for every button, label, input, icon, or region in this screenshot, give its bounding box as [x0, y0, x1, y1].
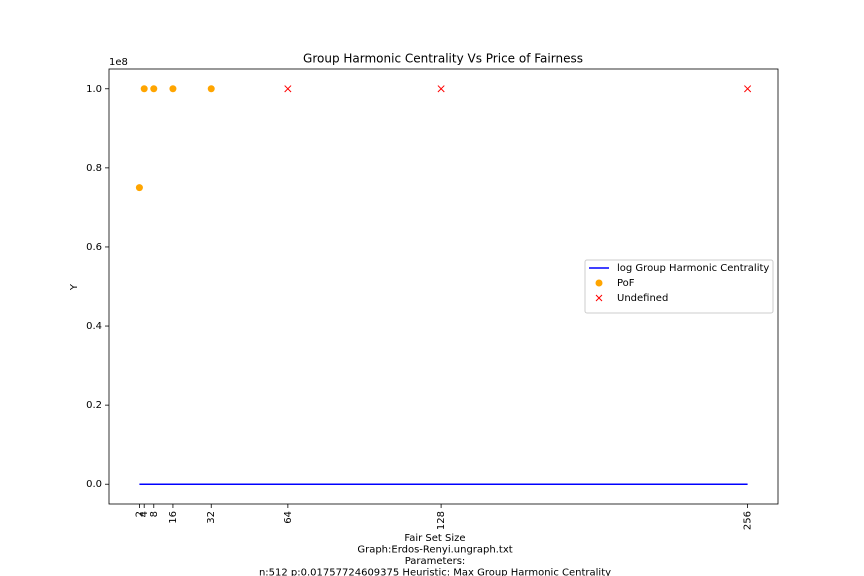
cross-marker	[284, 85, 292, 93]
y-tick-label: 0.8	[86, 163, 102, 174]
x-tick-label: 8	[149, 511, 160, 517]
x-axis-label: n:512 p:0.01757724609375 Heuristic: Max …	[259, 568, 611, 576]
x-tick-label: 256	[743, 511, 754, 530]
y-tick-label: 0.2	[86, 400, 102, 411]
x-axis-label: Parameters:	[405, 556, 466, 567]
x-axis-label: Graph:Erdos-Renyi.ungraph.txt	[357, 545, 512, 556]
y-tick-label: 1.0	[86, 84, 102, 95]
y-tick-label: 0.0	[86, 479, 102, 490]
legend-label: log Group Harmonic Centrality	[617, 263, 769, 274]
point	[140, 85, 148, 93]
x-tick-label: 4	[139, 511, 150, 517]
x-axis-label: Fair Set Size	[404, 533, 465, 544]
legend-label: PoF	[617, 278, 635, 289]
point	[135, 184, 143, 192]
point	[150, 85, 158, 93]
cross-marker	[744, 85, 752, 93]
x-tick-label: 64	[283, 511, 294, 524]
x-tick-label: 16	[168, 511, 179, 524]
y-tick-label: 0.4	[86, 321, 102, 332]
x-tick-label: 128	[436, 511, 447, 530]
legend-label: Undefined	[617, 293, 668, 304]
x-tick-label: 2	[134, 511, 145, 517]
y-offset-label: 1e8	[109, 57, 128, 68]
y-axis-label: Y	[69, 283, 80, 291]
chart-title: Group Harmonic Centrality Vs Price of Fa…	[303, 52, 583, 66]
legend-box	[584, 259, 774, 314]
x-tick-label: 32	[206, 511, 217, 524]
legend-marker	[595, 294, 603, 302]
legend-marker	[595, 279, 603, 287]
plot-frame	[108, 68, 779, 505]
point	[169, 85, 177, 93]
cross-marker	[437, 85, 445, 93]
point	[207, 85, 215, 93]
y-tick-label: 0.6	[86, 242, 102, 253]
